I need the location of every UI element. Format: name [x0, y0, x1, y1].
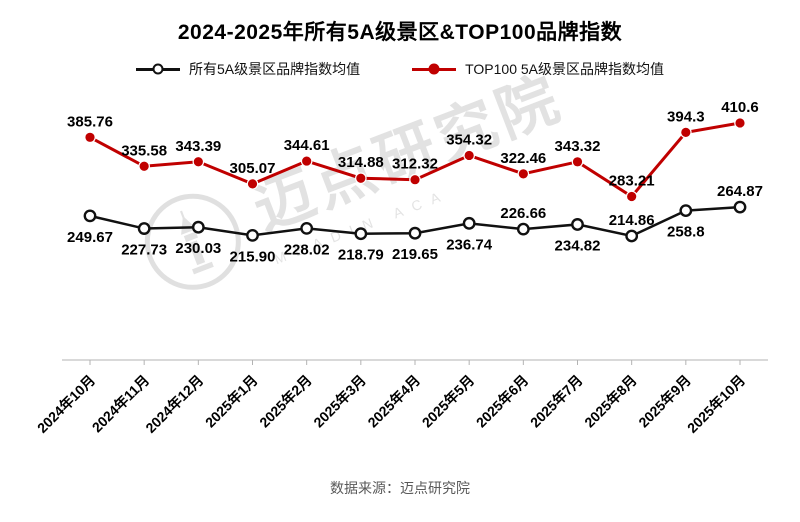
- data-point: [625, 190, 638, 203]
- legend: 所有5A级景区品牌指数均值 TOP100 5A级景区品牌指数均值: [0, 59, 800, 79]
- watermark-cn-text: 迈点研究院: [244, 63, 572, 243]
- data-point: [137, 222, 151, 235]
- data-point: [733, 200, 747, 214]
- data-point: [679, 204, 693, 218]
- x-axis-label: 2025年10月: [684, 372, 748, 436]
- data-label: 228.02: [284, 241, 330, 258]
- data-point: [84, 131, 96, 144]
- x-axis-label: 2025年6月: [473, 372, 532, 431]
- data-label: 343.32: [555, 138, 601, 155]
- legend-item-all-5a: 所有5A级景区品牌指数均值: [135, 59, 361, 79]
- x-axis-label: 2025年8月: [581, 372, 640, 431]
- x-axis-label: 2025年4月: [364, 372, 423, 431]
- data-point: [138, 160, 150, 173]
- data-point: [408, 226, 422, 240]
- data-label: 322.46: [500, 150, 546, 167]
- data-label: 227.73: [121, 242, 167, 259]
- series-line-1: [89, 121, 741, 199]
- x-axis-label: 2024年12月: [142, 372, 206, 436]
- legend-open-circle-marker: [135, 63, 180, 76]
- data-label: 249.67: [67, 229, 113, 246]
- data-label: 236.74: [446, 236, 493, 253]
- data-point: [462, 216, 476, 230]
- data-label: 343.39: [175, 138, 221, 155]
- data-point: [625, 229, 639, 243]
- data-label: 312.32: [392, 156, 438, 173]
- data-point: [300, 221, 314, 235]
- data-label: 283.21: [609, 173, 655, 190]
- data-point: [83, 209, 97, 223]
- data-label: 305.07: [230, 160, 276, 177]
- meadin-tower-icon: [180, 210, 214, 275]
- data-label: 218.79: [338, 247, 384, 264]
- data-point: [680, 126, 692, 139]
- data-label: 394.3: [667, 108, 705, 125]
- x-axis-label: 2025年9月: [635, 372, 694, 431]
- data-point: [355, 172, 367, 185]
- data-point: [516, 222, 530, 236]
- x-axis-label: 2025年2月: [256, 372, 315, 431]
- data-label: 314.88: [338, 154, 384, 171]
- legend-item-top100: TOP100 5A级景区品牌指数均值: [412, 59, 664, 79]
- data-label: 264.87: [717, 183, 763, 200]
- data-label: 226.66: [500, 205, 546, 222]
- data-label: 410.6: [721, 99, 759, 116]
- data-label: 219.65: [392, 246, 438, 263]
- x-axis-label: 2025年1月: [202, 372, 261, 431]
- data-label: 230.03: [175, 240, 221, 257]
- x-axis-label: 2024年10月: [34, 372, 98, 436]
- data-label: 258.8: [667, 224, 705, 241]
- data-point: [571, 218, 584, 231]
- chart-title: 2024-2025年所有5A级景区&TOP100品牌指数: [177, 21, 623, 44]
- data-source-note: 数据来源：迈点研究院: [330, 480, 470, 496]
- x-axis-label: 2025年5月: [419, 372, 478, 431]
- data-point: [246, 228, 259, 242]
- data-point: [463, 149, 475, 162]
- data-point: [246, 178, 259, 190]
- data-label: 385.76: [67, 113, 113, 130]
- data-label: 214.86: [609, 212, 655, 229]
- legend-label-top100: TOP100 5A级景区品牌指数均值: [465, 61, 665, 77]
- data-point: [409, 173, 421, 186]
- data-label: 335.58: [121, 142, 167, 159]
- meadin-logo-ring: [130, 179, 255, 304]
- series-line-0: [89, 205, 741, 238]
- data-point: [571, 156, 584, 168]
- legend-filled-circle-marker: [412, 63, 457, 76]
- data-label: 354.32: [446, 131, 492, 148]
- data-point: [192, 155, 205, 168]
- data-label: 234.82: [555, 237, 601, 254]
- watermark-en-text: MEADIN ACA: [271, 185, 452, 268]
- data-point: [734, 117, 746, 129]
- data-point: [354, 227, 368, 241]
- x-axis-label: 2025年7月: [527, 372, 586, 431]
- x-axis-label: 2025年3月: [310, 372, 369, 431]
- data-label: 215.90: [230, 248, 276, 265]
- data-label: 344.61: [284, 137, 330, 154]
- x-axis-label: 2024年11月: [89, 372, 153, 436]
- data-point: [517, 168, 530, 180]
- watermark-texts: 迈点研究院 MEADIN ACA: [239, 50, 581, 267]
- legend-label-all-5a: 所有5A级景区品牌指数均值: [188, 61, 361, 77]
- watermark: 迈点研究院 MEADIN ACA: [129, 50, 581, 310]
- data-point: [300, 155, 313, 167]
- data-point: [191, 220, 205, 234]
